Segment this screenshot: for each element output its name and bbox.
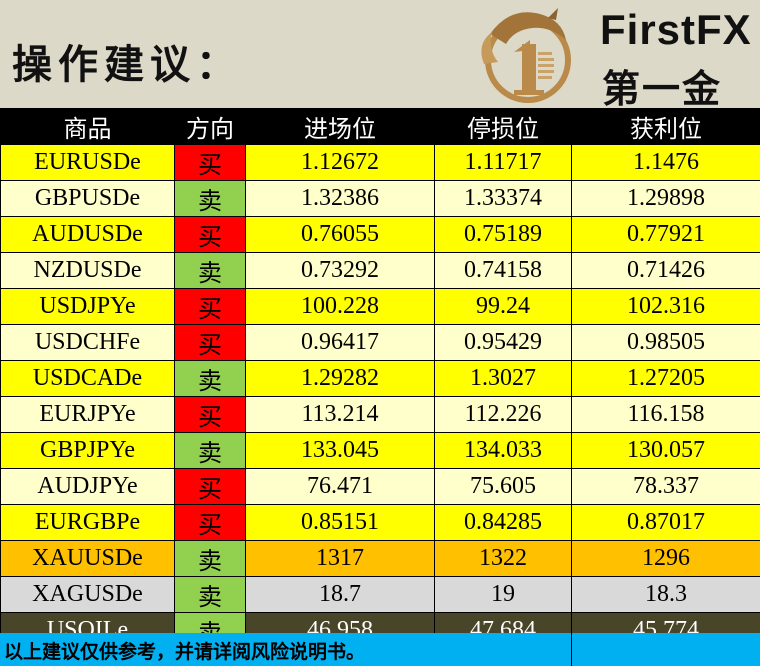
take-profit-cell: 0.87017 xyxy=(571,504,760,541)
entry-cell: 1317 xyxy=(245,540,435,577)
stop-loss-cell: 134.033 xyxy=(434,432,572,469)
stop-loss-cell: 1.3027 xyxy=(434,360,572,397)
entry-cell: 1.29282 xyxy=(245,360,435,397)
table-header-row: 商品 方向 进场位 停损位 获利位 xyxy=(0,108,760,145)
stop-loss-cell: 0.74158 xyxy=(434,252,572,289)
stop-loss-cell: 0.84285 xyxy=(434,504,572,541)
footer-divider xyxy=(571,633,572,666)
take-profit-cell: 130.057 xyxy=(571,432,760,469)
table-row: AUDUSDe 买 0.76055 0.75189 0.77921 xyxy=(0,216,760,253)
symbol-cell: USDJPYe xyxy=(0,288,175,325)
take-profit-cell: 1.27205 xyxy=(571,360,760,397)
direction-cell: 卖 xyxy=(174,432,246,469)
symbol-cell: XAUUSDe xyxy=(0,540,175,577)
column-header-take-profit: 获利位 xyxy=(571,108,760,145)
table-row: GBPJPYe 卖 133.045 134.033 130.057 xyxy=(0,432,760,469)
page-title: 操作建议： xyxy=(12,41,242,88)
take-profit-cell: 1.1476 xyxy=(571,144,760,181)
direction-cell: 买 xyxy=(174,504,246,541)
direction-cell: 买 xyxy=(174,216,246,253)
disclaimer-text: 以上建议仅供参考，并请详阅风险说明书。 xyxy=(4,641,366,663)
entry-cell: 0.85151 xyxy=(245,504,435,541)
entry-cell: 1.12672 xyxy=(245,144,435,181)
symbol-cell: NZDUSDe xyxy=(0,252,175,289)
disclaimer-bar: 以上建议仅供参考，并请详阅风险说明书。 xyxy=(0,633,760,666)
table-row: NZDUSDe 卖 0.73292 0.74158 0.71426 xyxy=(0,252,760,289)
direction-cell: 卖 xyxy=(174,576,246,613)
entry-cell: 0.96417 xyxy=(245,324,435,361)
take-profit-cell: 18.3 xyxy=(571,576,760,613)
stop-loss-cell: 19 xyxy=(434,576,572,613)
table-row: EURGBPe 买 0.85151 0.84285 0.87017 xyxy=(0,504,760,541)
entry-cell: 0.76055 xyxy=(245,216,435,253)
stop-loss-cell: 1.33374 xyxy=(434,180,572,217)
dragon-logo-icon xyxy=(481,8,571,103)
take-profit-cell: 1296 xyxy=(571,540,760,577)
direction-cell: 买 xyxy=(174,468,246,505)
direction-cell: 卖 xyxy=(174,180,246,217)
symbol-cell: GBPUSDe xyxy=(0,180,175,217)
table-row: USDJPYe 买 100.228 99.24 102.316 xyxy=(0,288,760,325)
symbol-cell: USDCHFe xyxy=(0,324,175,361)
column-header-direction: 方向 xyxy=(174,108,246,145)
take-profit-cell: 116.158 xyxy=(571,396,760,433)
stop-loss-cell: 0.75189 xyxy=(434,216,572,253)
direction-cell: 卖 xyxy=(174,540,246,577)
take-profit-cell: 102.316 xyxy=(571,288,760,325)
table-row: EURUSDe 买 1.12672 1.11717 1.1476 xyxy=(0,144,760,181)
entry-cell: 113.214 xyxy=(245,396,435,433)
direction-cell: 卖 xyxy=(174,360,246,397)
stop-loss-cell: 1322 xyxy=(434,540,572,577)
table-row: EURJPYe 买 113.214 112.226 116.158 xyxy=(0,396,760,433)
direction-cell: 买 xyxy=(174,144,246,181)
entry-cell: 76.471 xyxy=(245,468,435,505)
column-header-symbol: 商品 xyxy=(0,108,175,145)
symbol-cell: USDCADe xyxy=(0,360,175,397)
stop-loss-cell: 1.11717 xyxy=(434,144,572,181)
brand-name-english: FirstFX xyxy=(600,6,752,53)
direction-cell: 买 xyxy=(174,324,246,361)
table-row: XAUUSDe 卖 1317 1322 1296 xyxy=(0,540,760,577)
table-row: GBPUSDe 卖 1.32386 1.33374 1.29898 xyxy=(0,180,760,217)
symbol-cell: AUDJPYe xyxy=(0,468,175,505)
entry-cell: 100.228 xyxy=(245,288,435,325)
entry-cell: 18.7 xyxy=(245,576,435,613)
entry-cell: 1.32386 xyxy=(245,180,435,217)
symbol-cell: EURGBPe xyxy=(0,504,175,541)
entry-cell: 133.045 xyxy=(245,432,435,469)
stop-loss-cell: 0.95429 xyxy=(434,324,572,361)
stop-loss-cell: 99.24 xyxy=(434,288,572,325)
suggestion-table: 商品 方向 进场位 停损位 获利位 EURUSDe 买 1.12672 1.11… xyxy=(0,108,760,649)
table-row: XAGUSDe 卖 18.7 19 18.3 xyxy=(0,576,760,613)
direction-cell: 买 xyxy=(174,396,246,433)
take-profit-cell: 78.337 xyxy=(571,468,760,505)
direction-cell: 卖 xyxy=(174,252,246,289)
take-profit-cell: 0.77921 xyxy=(571,216,760,253)
symbol-cell: AUDUSDe xyxy=(0,216,175,253)
take-profit-cell: 1.29898 xyxy=(571,180,760,217)
table-row: USDCHFe 买 0.96417 0.95429 0.98505 xyxy=(0,324,760,361)
direction-cell: 买 xyxy=(174,288,246,325)
stop-loss-cell: 75.605 xyxy=(434,468,572,505)
column-header-entry: 进场位 xyxy=(245,108,435,145)
table-row: USDCADe 卖 1.29282 1.3027 1.27205 xyxy=(0,360,760,397)
symbol-cell: EURJPYe xyxy=(0,396,175,433)
table-row: AUDJPYe 买 76.471 75.605 78.337 xyxy=(0,468,760,505)
symbol-cell: GBPJPYe xyxy=(0,432,175,469)
column-header-stop-loss: 停损位 xyxy=(434,108,572,145)
stop-loss-cell: 112.226 xyxy=(434,396,572,433)
symbol-cell: XAGUSDe xyxy=(0,576,175,613)
entry-cell: 0.73292 xyxy=(245,252,435,289)
take-profit-cell: 0.98505 xyxy=(571,324,760,361)
take-profit-cell: 0.71426 xyxy=(571,252,760,289)
header-banner: 操作建议： FirstFX 第一金匯 xyxy=(0,0,760,166)
symbol-cell: EURUSDe xyxy=(0,144,175,181)
